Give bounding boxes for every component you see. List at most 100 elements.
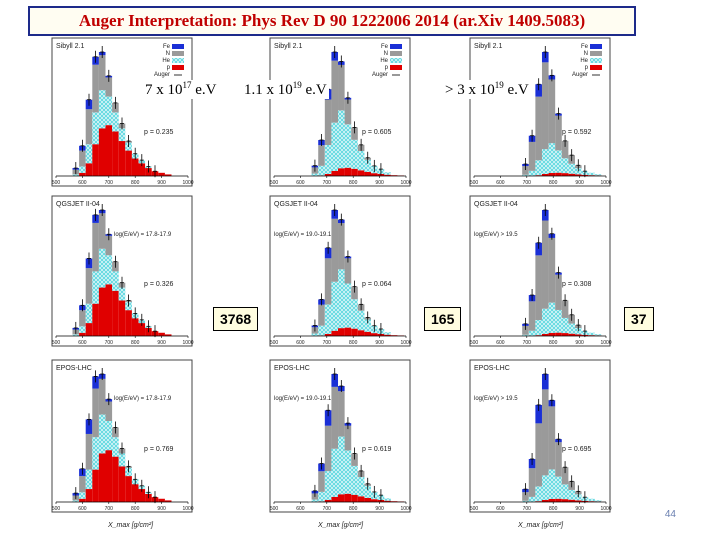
proton-bar xyxy=(118,466,126,502)
x-tick-label: 900 xyxy=(157,340,166,346)
helium-bar xyxy=(541,308,549,334)
helium-bar xyxy=(79,326,86,333)
legend-label: N xyxy=(384,51,388,57)
legend-swatch xyxy=(390,44,402,49)
nitrogen-bar xyxy=(85,268,93,304)
energy-bin-label: log(E/eV) = 17.8-17.9 xyxy=(114,396,172,402)
x-tick-label: 1000 xyxy=(600,340,611,346)
helium-bar xyxy=(555,150,562,173)
proton-bar xyxy=(351,494,358,502)
proton-bar xyxy=(331,170,339,176)
energy-label-high: > 3 x 1019 e.V xyxy=(443,80,531,99)
helium-bar xyxy=(535,320,542,336)
x-tick-label: 500 xyxy=(270,506,279,512)
x-tick-label: 500 xyxy=(470,180,479,186)
x-tick-label: 600 xyxy=(296,180,305,186)
proton-bar xyxy=(79,332,86,336)
proton-bar xyxy=(79,172,86,176)
model-label: QGSJET II-04 xyxy=(56,201,100,208)
x-tick-label: 600 xyxy=(496,506,505,512)
legend-swatch xyxy=(390,65,402,70)
nitrogen-bar xyxy=(79,476,86,493)
helium-bar xyxy=(311,173,319,176)
helium-bar xyxy=(344,124,352,168)
proton-bar xyxy=(535,175,542,176)
nitrogen-bar xyxy=(318,145,325,166)
helium-bar xyxy=(311,499,319,502)
proton-bar xyxy=(561,499,569,502)
legend-label: p xyxy=(585,65,589,71)
nitrogen-bar xyxy=(338,391,345,437)
helium-bar xyxy=(528,170,536,176)
proton-bar xyxy=(85,489,93,502)
x-tick-label: 700 xyxy=(523,506,532,512)
proton-bar xyxy=(338,494,345,502)
proton-bar xyxy=(331,496,339,502)
p-value: p = 0.308 xyxy=(562,281,591,288)
proton-bar xyxy=(338,168,345,176)
nitrogen-bar xyxy=(324,258,332,305)
helium-bar xyxy=(384,498,391,501)
nitrogen-bar xyxy=(548,79,556,144)
nitrogen-bar xyxy=(522,166,529,175)
nitrogen-bar xyxy=(98,213,106,249)
proton-bar xyxy=(118,141,126,176)
x-tick-label: 700 xyxy=(105,180,114,186)
proton-bar xyxy=(331,330,339,336)
x-tick-label: 600 xyxy=(296,340,305,346)
model-label: Sibyll 2.1 xyxy=(274,43,303,50)
proton-bar xyxy=(98,287,106,336)
proton-bar xyxy=(568,333,575,336)
model-label: Sibyll 2.1 xyxy=(474,43,503,50)
x-tick-label: 1000 xyxy=(182,506,193,512)
legend-label: p xyxy=(385,65,389,71)
proton-bar xyxy=(131,158,139,176)
nitrogen-bar xyxy=(85,433,93,470)
nitrogen-bar xyxy=(92,64,99,113)
nitrogen-bar xyxy=(92,388,99,438)
helium-bar xyxy=(112,271,119,291)
proton-bar xyxy=(541,173,549,176)
x-tick-label: 500 xyxy=(270,180,279,186)
proton-bar xyxy=(105,450,113,502)
iron-bar xyxy=(535,84,542,97)
proton-bar xyxy=(548,332,556,336)
helium-bar xyxy=(555,309,562,333)
x-tick-label: 800 xyxy=(549,340,558,346)
helium-bar xyxy=(72,174,80,176)
helium-bar xyxy=(85,144,93,164)
legend-swatch xyxy=(172,58,184,63)
nitrogen-bar xyxy=(561,467,569,485)
panel-frame xyxy=(51,195,193,347)
nitrogen-bar xyxy=(561,140,569,159)
proton-bar xyxy=(357,170,365,176)
nitrogen-bar xyxy=(528,301,536,331)
x-tick-label: 500 xyxy=(270,340,279,346)
helium-bar xyxy=(541,475,549,500)
helium-bar xyxy=(118,453,126,467)
helium-bar xyxy=(112,112,119,132)
x-tick-label: 800 xyxy=(131,506,140,512)
helium-bar xyxy=(92,271,99,304)
nitrogen-bar xyxy=(351,286,358,300)
helium-bar xyxy=(79,492,86,499)
nitrogen-bar xyxy=(561,300,569,318)
helium-bar xyxy=(98,414,106,454)
nitrogen-bar xyxy=(105,77,113,97)
model-label: Sibyll 2.1 xyxy=(56,43,85,50)
proton-bar xyxy=(568,499,575,502)
proton-bar xyxy=(324,333,332,336)
legend-swatch xyxy=(172,65,184,70)
helium-bar xyxy=(568,323,575,334)
nitrogen-bar xyxy=(535,255,542,321)
p-value: p = 0.592 xyxy=(562,129,591,136)
p-value: p = 0.326 xyxy=(144,281,173,288)
nitrogen-bar xyxy=(541,389,549,476)
proton-bar xyxy=(125,150,132,176)
x-tick-label: 900 xyxy=(575,180,584,186)
proton-bar xyxy=(164,174,172,176)
helium-bar xyxy=(92,112,99,145)
helium-bar xyxy=(522,500,529,502)
nitrogen-bar xyxy=(541,62,549,150)
